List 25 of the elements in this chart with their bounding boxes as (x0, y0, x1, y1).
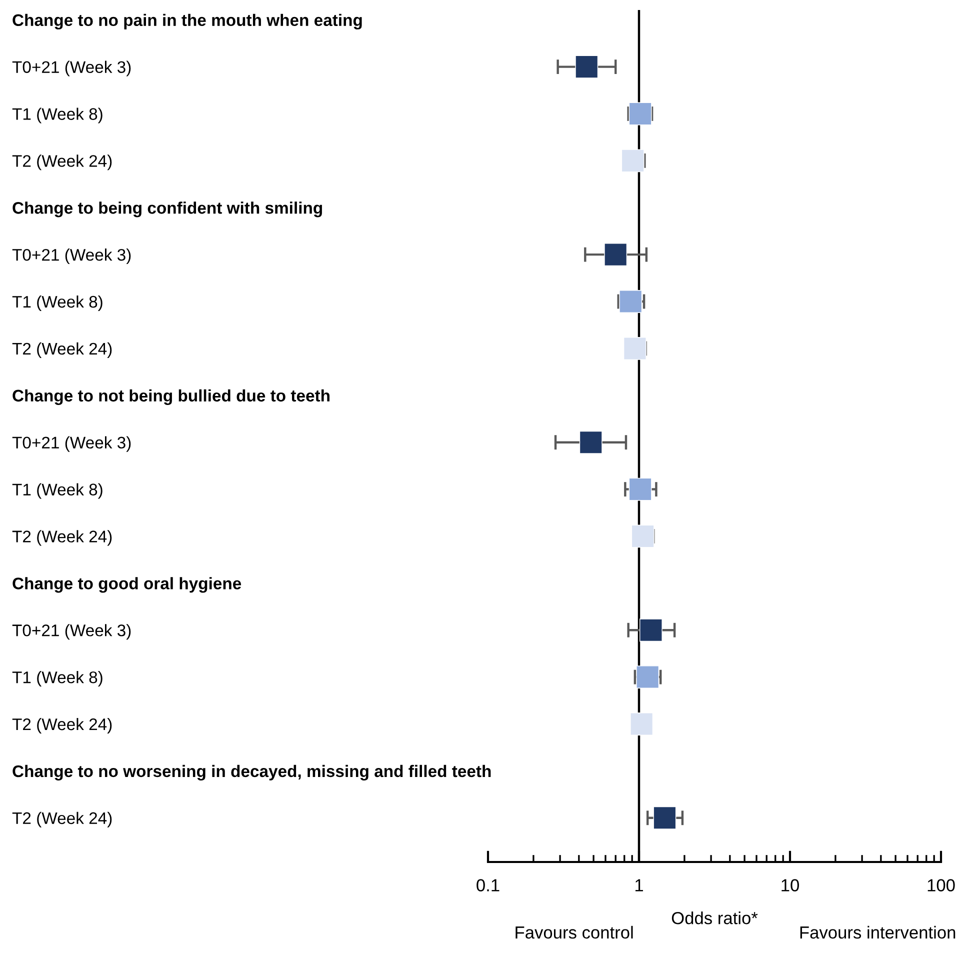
y-tick-label: Change to no worsening in decayed, missing and filled teeth (12, 764, 491, 780)
y-tick-label: T0+21 (Week 3) (12, 60, 131, 76)
x-tick-label: 1 (635, 879, 643, 892)
y-tick-label: T0+21 (Week 3) (12, 248, 131, 264)
y-tick-label: T1 (Week 8) (12, 295, 102, 311)
y-tick-label: T2 (Week 24) (12, 154, 112, 170)
text: Favours intervention (800, 926, 956, 939)
y-tick-label: Change to not being bullied due to teeth (12, 389, 330, 405)
x-axis-title: Odds ratio* (672, 912, 758, 924)
y-tick-label: T1 (Week 8) (12, 483, 102, 499)
y-tick-label: T2 (Week 24) (12, 342, 112, 358)
y-tick-label: Change to good oral hygiene (12, 577, 242, 593)
y-tick-label: T1 (Week 8) (12, 671, 102, 687)
text: Favours control (516, 926, 633, 939)
y-tick-label: T2 (Week 24) (12, 718, 112, 734)
y-tick-label: T0+21 (Week 3) (12, 624, 131, 640)
y-tick-label: T0+21 (Week 3) (12, 436, 131, 452)
x-tick-label: 0.1 (476, 879, 500, 892)
y-tick-label: T1 (Week 8) (12, 108, 102, 124)
y-tick-label: Change to no pain in the mouth when eating (12, 14, 362, 30)
x-tick-label: 10 (782, 879, 799, 892)
y-tick-label: Change to being confident with smiling (12, 202, 322, 218)
y-tick-label: T2 (Week 24) (12, 530, 112, 546)
y-tick-label: T2 (Week 24) (12, 812, 112, 828)
x-tick-label: 100 (928, 879, 955, 892)
